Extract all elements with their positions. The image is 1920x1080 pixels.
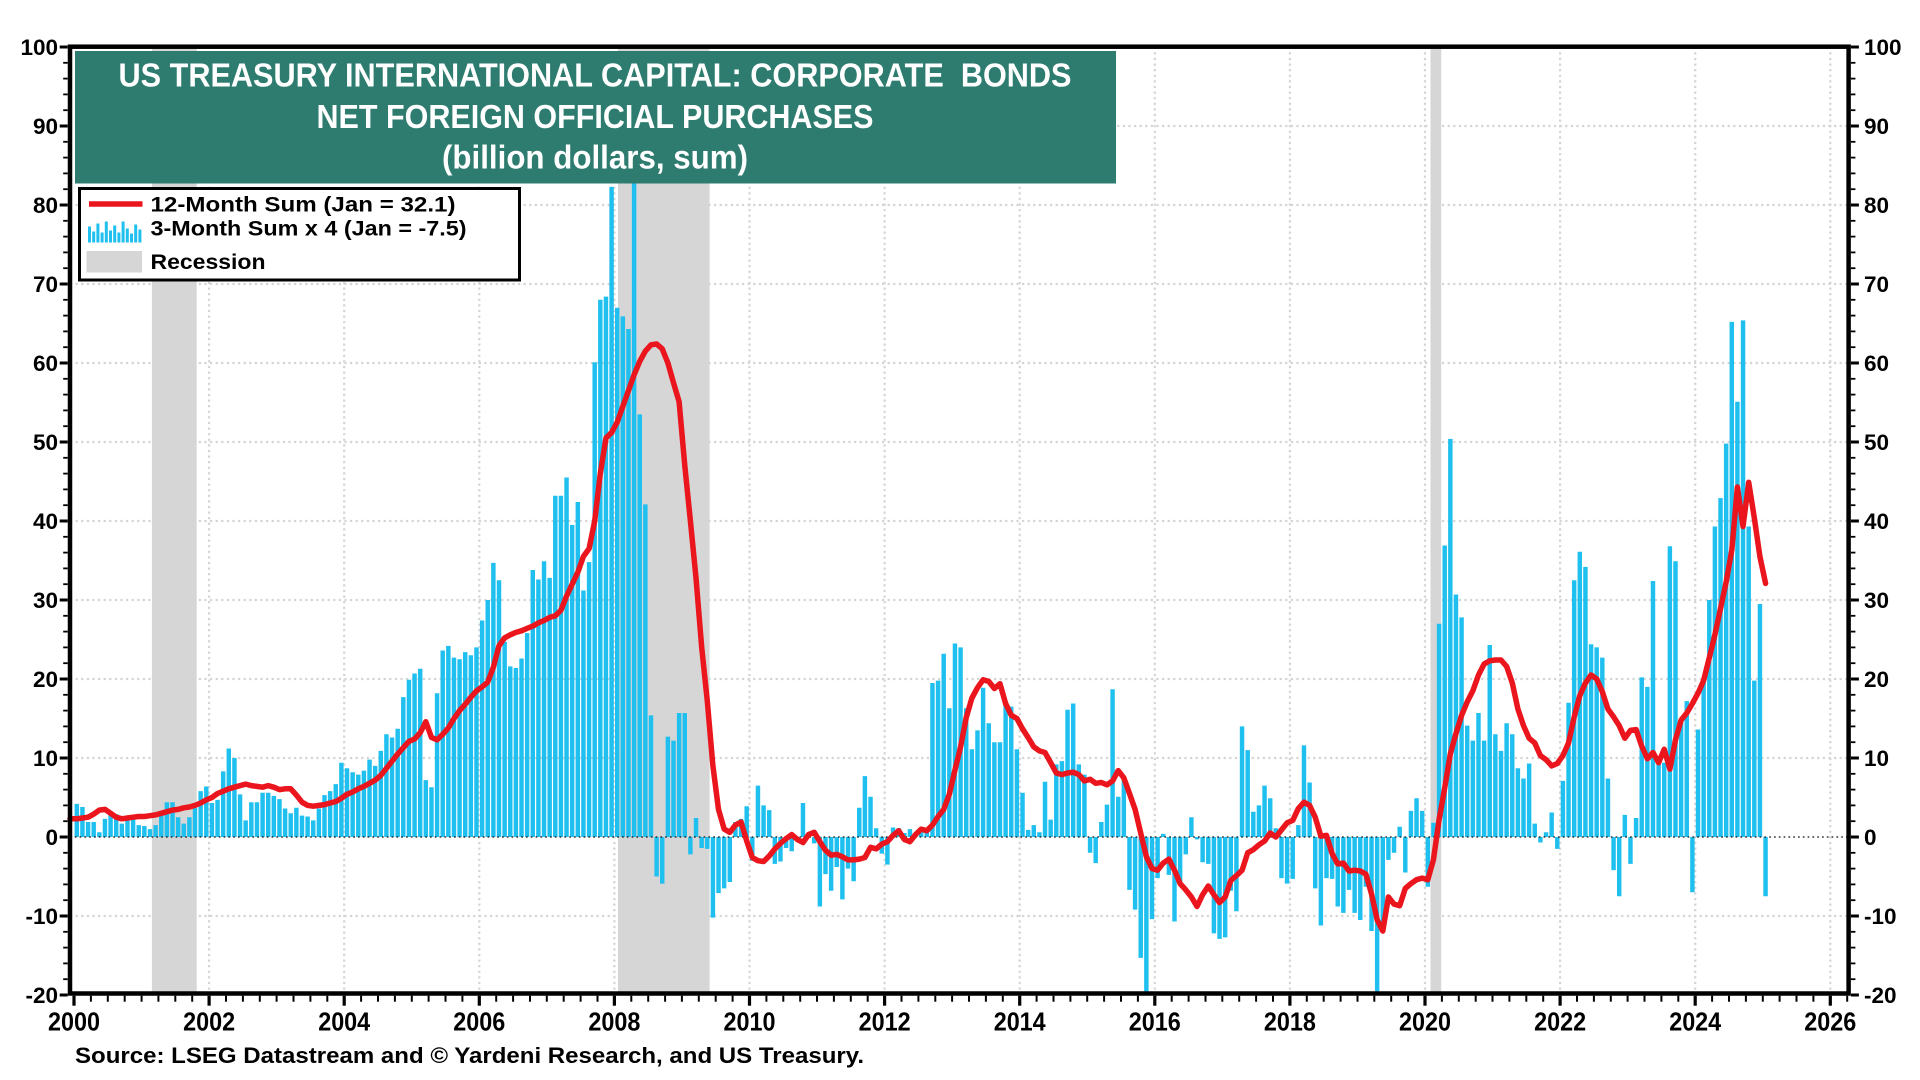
svg-text:Source: LSEG Datastream and ©: Source: LSEG Datastream and © Yardeni Re… — [75, 1043, 864, 1068]
svg-text:2024: 2024 — [1669, 1007, 1721, 1037]
svg-text:2006: 2006 — [453, 1007, 505, 1037]
svg-text:2022: 2022 — [1534, 1007, 1586, 1037]
svg-text:2010: 2010 — [724, 1007, 776, 1037]
svg-text:2018: 2018 — [1264, 1007, 1316, 1037]
svg-text:2026: 2026 — [1804, 1007, 1856, 1037]
svg-text:50: 50 — [33, 430, 58, 455]
svg-text:100: 100 — [20, 35, 58, 60]
svg-text:2000: 2000 — [48, 1007, 100, 1037]
svg-text:(billion dollars, sum): (billion dollars, sum) — [442, 139, 748, 176]
svg-text:10: 10 — [1864, 746, 1889, 771]
svg-text:40: 40 — [1864, 509, 1889, 534]
svg-text:Recession: Recession — [151, 250, 266, 274]
svg-text:20: 20 — [33, 667, 58, 692]
svg-text:80: 80 — [33, 193, 58, 218]
svg-text:0: 0 — [1864, 825, 1877, 850]
svg-text:50: 50 — [1864, 430, 1889, 455]
svg-text:2016: 2016 — [1129, 1007, 1181, 1037]
svg-text:2014: 2014 — [994, 1007, 1046, 1037]
svg-text:NET FOREIGN OFFICIAL PURCHASES: NET FOREIGN OFFICIAL PURCHASES — [317, 98, 874, 135]
svg-text:2020: 2020 — [1399, 1007, 1451, 1037]
svg-text:30: 30 — [33, 588, 58, 613]
svg-text:80: 80 — [1864, 193, 1889, 218]
svg-text:100: 100 — [1864, 35, 1902, 60]
svg-text:3-Month Sum x 4 (Jan = -7.5): 3-Month Sum x 4 (Jan = -7.5) — [151, 217, 467, 241]
svg-text:12-Month Sum (Jan = 32.1): 12-Month Sum (Jan = 32.1) — [151, 193, 456, 217]
svg-text:-10: -10 — [1864, 904, 1897, 929]
svg-text:90: 90 — [1864, 114, 1889, 139]
svg-text:70: 70 — [33, 272, 58, 297]
svg-text:-20: -20 — [1864, 983, 1897, 1008]
svg-text:2012: 2012 — [859, 1007, 911, 1037]
svg-text:30: 30 — [1864, 588, 1889, 613]
svg-text:20: 20 — [1864, 667, 1889, 692]
svg-text:-20: -20 — [25, 983, 58, 1008]
svg-text:60: 60 — [33, 351, 58, 376]
svg-text:0: 0 — [45, 825, 58, 850]
svg-text:40: 40 — [33, 509, 58, 534]
svg-text:2002: 2002 — [183, 1007, 235, 1037]
svg-text:70: 70 — [1864, 272, 1889, 297]
svg-text:90: 90 — [33, 114, 58, 139]
svg-text:60: 60 — [1864, 351, 1889, 376]
svg-text:2008: 2008 — [588, 1007, 640, 1037]
svg-text:2004: 2004 — [318, 1007, 370, 1037]
svg-text:10: 10 — [33, 746, 58, 771]
svg-text:-10: -10 — [25, 904, 58, 929]
svg-text:US TREASURY INTERNATIONAL CAPI: US TREASURY INTERNATIONAL CAPITAL: CORPO… — [119, 57, 1072, 94]
